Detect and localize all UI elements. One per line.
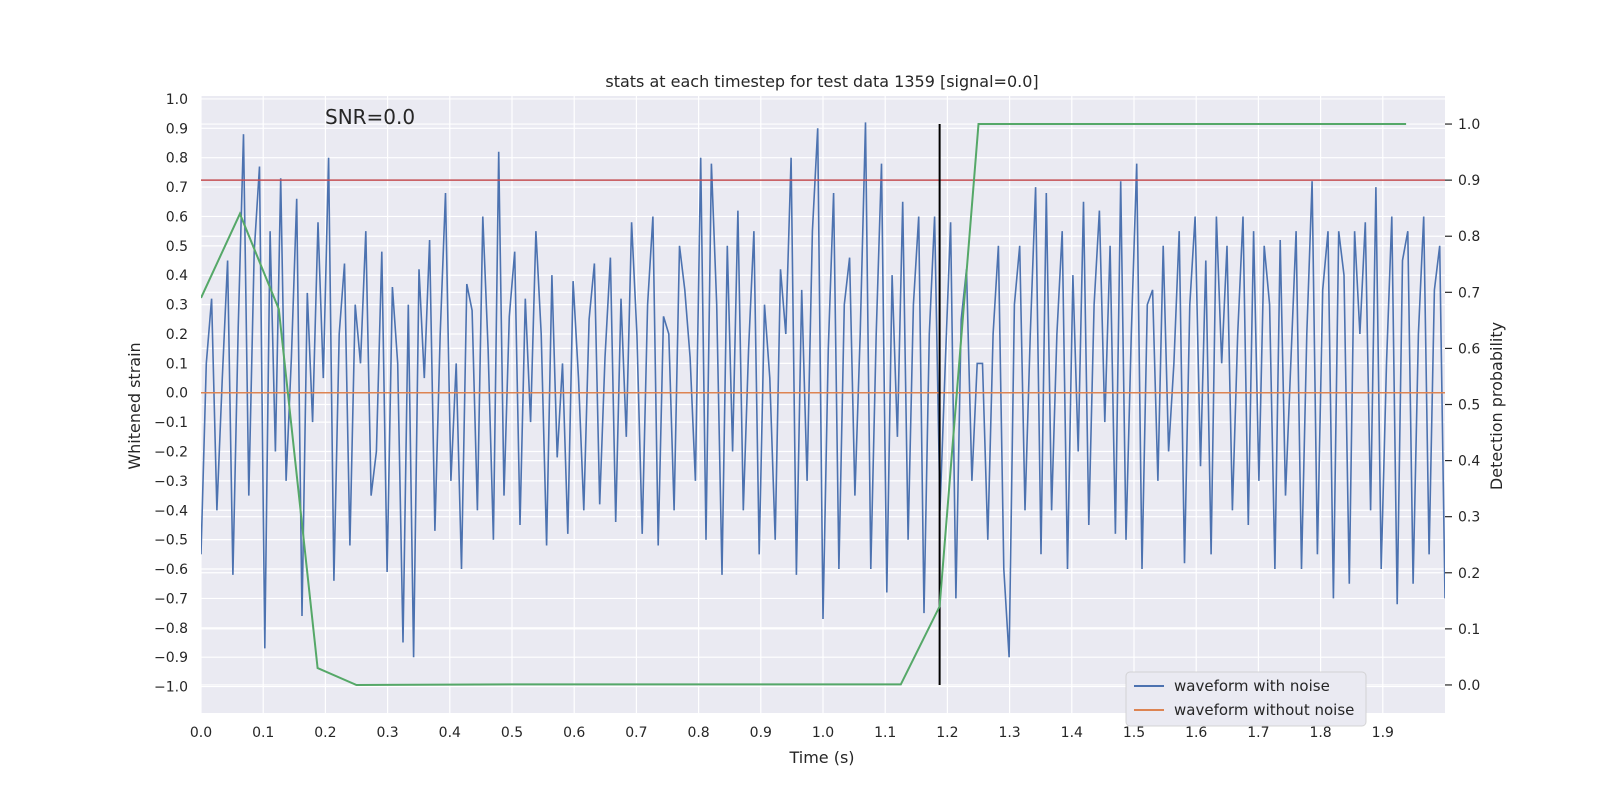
y-right-tick-label: 0.4 [1458,454,1480,470]
y-left-tick-label: 0.3 [166,298,188,314]
y-axis-right-label: Detection probability [1487,322,1506,490]
y-axis-left: 1.0 0.9 0.8 0.7 0.6 0.5 0.4 0.3 0.2 0.1 0.0 −0.1 −0.… [154,92,188,696]
series-detection-probability [201,123,1407,687]
y-left-tick-label: 0.4 [166,268,188,284]
x-tick-label: 1.9 [1372,725,1394,741]
x-tick-label: 0.6 [563,725,585,741]
y-left-tick-label: 0.7 [166,180,188,196]
chart-title: stats at each timestep for test data 135… [605,72,1038,91]
x-tick-label: 0.4 [439,725,461,741]
legend-label-waveform-without-noise: waveform without noise [1174,701,1354,719]
x-tick-label: 0.8 [687,725,709,741]
x-tick-label: 1.4 [1061,725,1083,741]
x-tick-label: 1.5 [1123,725,1145,741]
x-axis-label: Time (s) [788,748,854,767]
y-right-tick-label: 0.1 [1458,622,1480,638]
y-left-tick-label: −0.2 [154,445,188,461]
x-tick-label: 0.2 [314,725,336,741]
x-tick-label: 0.5 [501,725,523,741]
y-right-tick-label: 0.6 [1458,341,1480,357]
grid [200,96,1445,713]
snr-annotation: SNR=0.0 [325,105,415,129]
x-tick-label: 0.1 [252,725,274,741]
x-tick-label: 1.2 [936,725,958,741]
y-right-tick-label: 0.8 [1458,229,1480,245]
y-left-tick-label: 0.0 [166,386,188,402]
y-left-tick-label: 0.8 [166,151,188,167]
x-tick-label: 1.3 [998,725,1020,741]
y-right-tick-label: 0.2 [1458,566,1480,582]
legend-label-waveform-with-noise: waveform with noise [1174,677,1330,695]
y-right-tick-label: 0.7 [1458,285,1480,301]
y-left-tick-label: −0.7 [154,591,188,607]
x-axis: 0.0 0.1 0.2 0.3 0.4 0.5 0.6 0.7 0.8 0.9 1.0 1.1 1.2 1… [190,725,1394,741]
y-left-tick-label: −0.5 [154,533,188,549]
legend-box [1125,671,1367,727]
x-tick-label: 1.1 [874,725,896,741]
x-tick-label: 0.3 [376,725,398,741]
x-tick-label: 1.7 [1247,725,1269,741]
y-right-tick-label: 0.3 [1458,510,1480,526]
y-left-tick-label: 0.1 [166,356,188,372]
y-left-tick-label: 0.6 [166,209,188,225]
series-waveform-with-noise [201,122,1445,658]
x-tick-label: 0.7 [625,725,647,741]
y-left-tick-label: 0.2 [166,327,188,343]
y-left-tick-label: −0.1 [154,415,188,431]
x-tick-label: 0.9 [750,725,772,741]
y-right-tick-label: 0.9 [1458,173,1480,189]
y-axis-right: 1.0 0.9 0.8 0.7 0.6 0.5 0.4 0.3 0.2 0.1 0.0 [1445,117,1480,694]
y-left-tick-label: −0.8 [154,621,188,637]
y-left-tick-label: 1.0 [166,92,188,108]
x-tick-label: 1.0 [812,725,834,741]
y-right-tick-label: 0.0 [1458,678,1480,694]
y-axis-left-label: Whitened strain [125,342,144,469]
y-left-tick-label: 0.9 [166,121,188,137]
x-tick-label: 1.8 [1309,725,1331,741]
y-right-tick-label: 0.5 [1458,398,1480,414]
y-left-tick-label: −0.3 [154,474,188,490]
legend: waveform with noise waveform without noi… [1125,671,1367,727]
y-left-tick-label: −0.4 [154,503,188,519]
y-left-tick-label: −1.0 [154,680,188,696]
x-tick-label: 0.0 [190,725,212,741]
y-left-tick-label: 0.5 [166,239,188,255]
x-tick-label: 1.6 [1185,725,1207,741]
y-left-tick-label: −0.6 [154,562,188,578]
y-left-tick-label: −0.9 [154,650,188,666]
y-right-tick-label: 1.0 [1458,117,1480,133]
